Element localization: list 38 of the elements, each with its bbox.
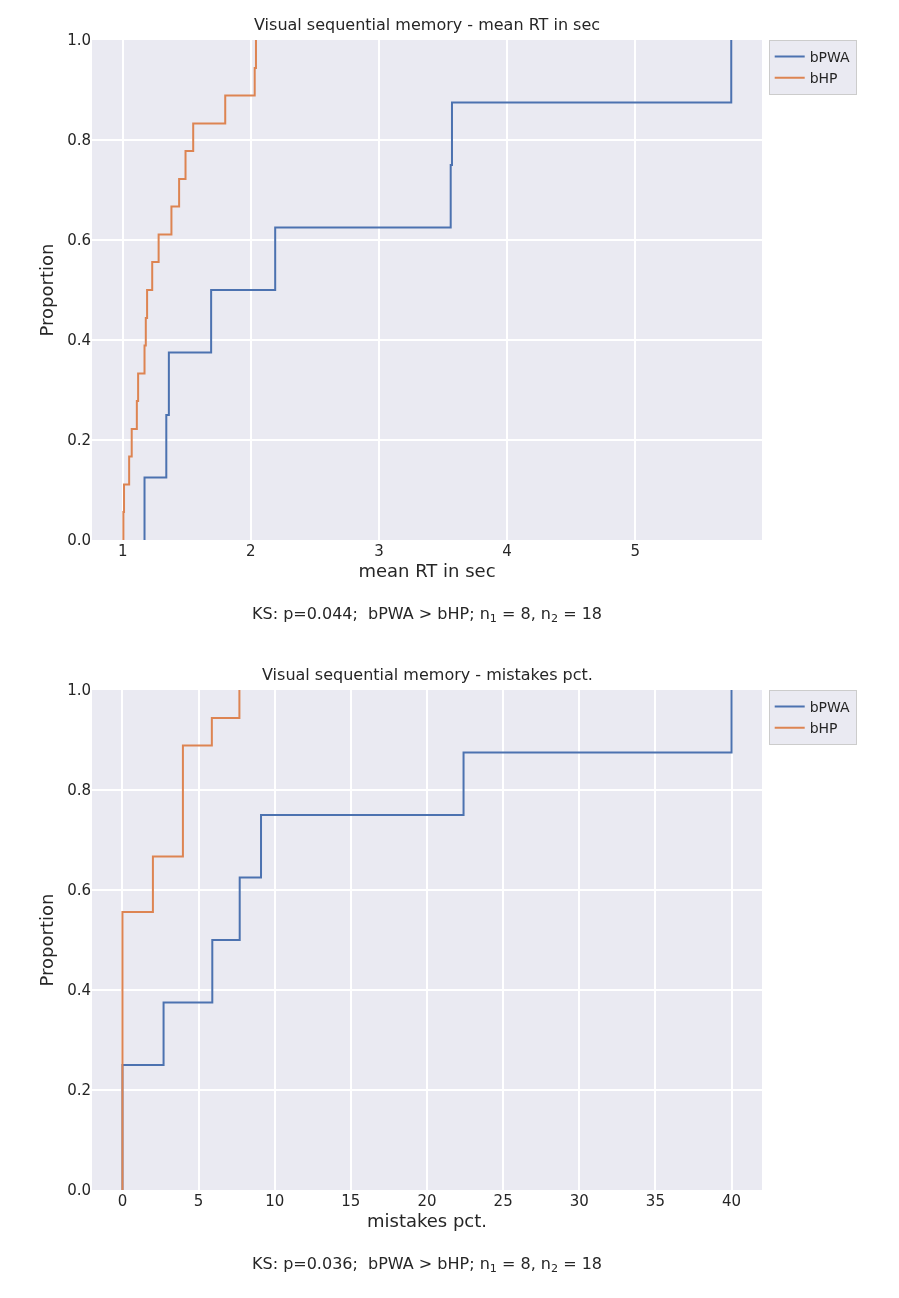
x-tick-label: 35	[645, 1192, 665, 1210]
text: KS: p=0.036; bPWA > bHP; n$_{1}$ = 8, n$_{2}$ = 18	[252, 1254, 603, 1276]
y-tick-label: 0.2	[67, 431, 91, 450]
x-axis-title: mean RT in sec	[358, 560, 496, 581]
x-tick-label: 4	[502, 542, 512, 560]
chart-title: Visual sequential memory - mean RT in sec	[254, 15, 601, 34]
y-axis-title: Proportion	[36, 243, 58, 337]
y-tick-label: 0.8	[67, 781, 91, 800]
y-tick-label: 0.0	[67, 531, 91, 550]
y-tick-label: 0.0	[67, 1181, 91, 1200]
chart-title: Visual sequential memory - mistakes pct.	[262, 665, 593, 684]
text: KS: p=0.044; bPWA > bHP; n$_{1}$ = 8, n$_{2}$ = 18	[252, 604, 603, 626]
x-tick-label: 15	[341, 1192, 361, 1210]
x-tick-label: 5	[630, 542, 640, 560]
legend-label: bPWA	[809, 699, 851, 716]
y-tick-label: 1.0	[67, 681, 91, 700]
y-tick-label: 0.6	[67, 881, 91, 900]
x-tick-label: 20	[417, 1192, 437, 1210]
x-tick-label: 30	[569, 1192, 589, 1210]
legend-label: bHP	[809, 720, 838, 737]
y-axis-title: Proportion	[36, 893, 58, 987]
y-tick-label: 0.4	[67, 981, 91, 1000]
y-tick-label: 0.4	[67, 331, 91, 350]
x-tick-label: 2	[246, 542, 256, 560]
x-tick-label: 3	[374, 542, 384, 560]
y-tick-label: 0.8	[67, 131, 91, 150]
x-tick-label: 25	[493, 1192, 513, 1210]
legend-label: bHP	[809, 70, 838, 87]
x-tick-label: 0	[117, 1192, 128, 1210]
y-tick-label: 0.2	[67, 1081, 91, 1100]
x-tick-label: 40	[722, 1192, 742, 1210]
x-tick-label: 5	[193, 1192, 204, 1210]
x-tick-label: 1	[117, 542, 128, 560]
x-axis-title: mistakes pct.	[366, 1210, 488, 1231]
y-tick-label: 0.6	[67, 231, 91, 250]
x-tick-label: 10	[265, 1192, 285, 1210]
legend-label: bPWA	[809, 49, 851, 66]
y-tick-label: 1.0	[67, 31, 91, 50]
